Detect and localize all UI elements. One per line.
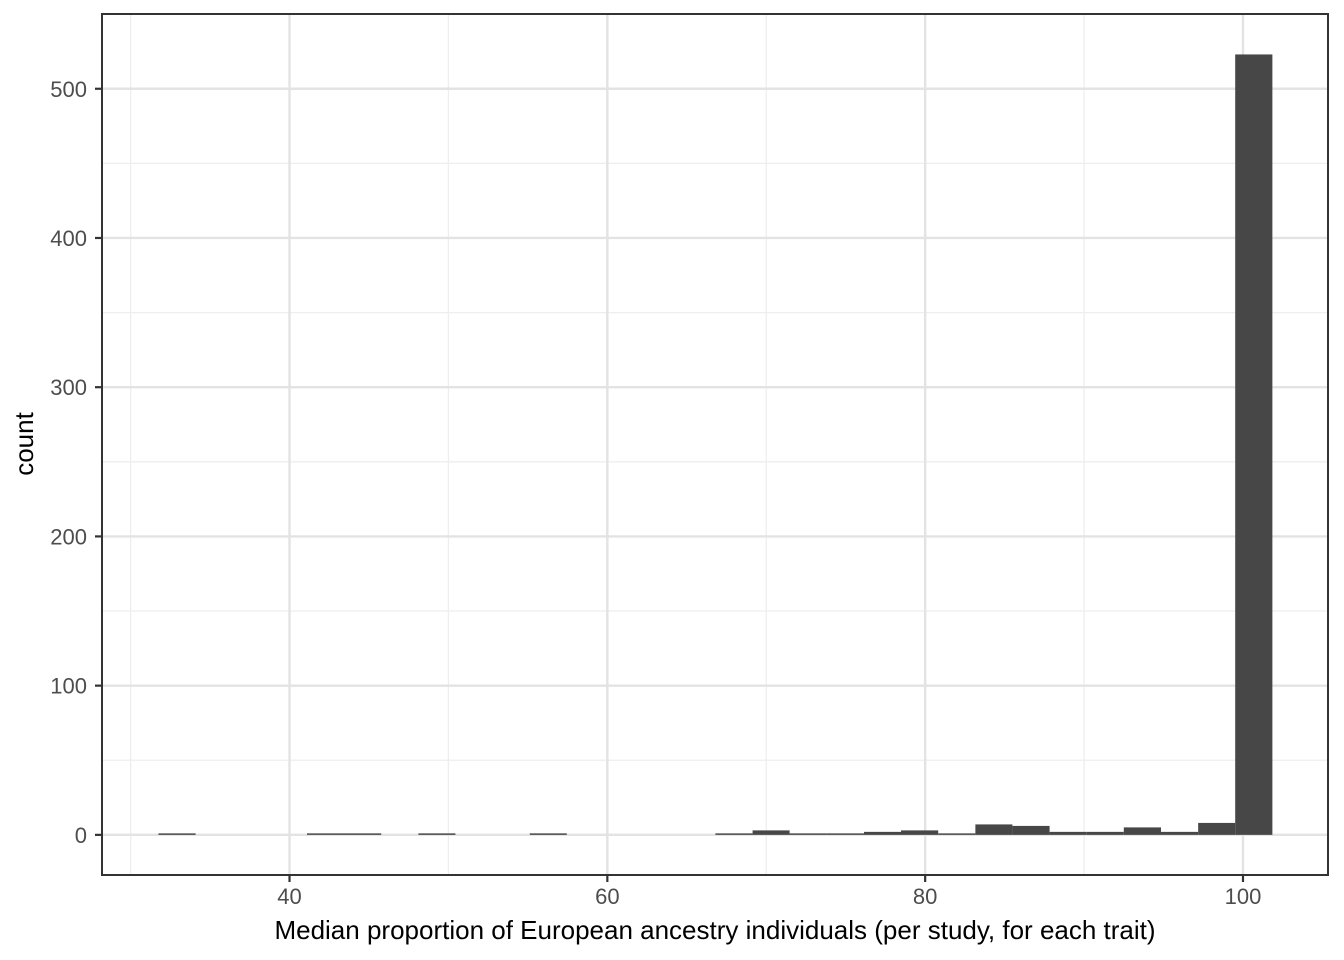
histogram-bar bbox=[752, 830, 790, 835]
y-tick-label: 400 bbox=[50, 226, 87, 251]
axis-ticks bbox=[95, 87, 1245, 882]
x-axis-title: Median proportion of European ancestry i… bbox=[274, 915, 1156, 945]
x-tick-label: 40 bbox=[277, 884, 301, 909]
plot-panel bbox=[102, 14, 1328, 875]
histogram-bar bbox=[306, 833, 345, 835]
y-axis-title: count bbox=[9, 412, 39, 476]
histogram-bar bbox=[418, 833, 456, 835]
histogram-bar bbox=[1160, 831, 1199, 835]
histogram-bar bbox=[901, 830, 939, 835]
histogram-bar bbox=[826, 833, 864, 835]
histogram-bars bbox=[158, 54, 1273, 835]
y-tick-label: 200 bbox=[50, 524, 87, 549]
histogram-bar bbox=[529, 833, 567, 835]
grid-minor bbox=[102, 14, 1328, 875]
histogram-bar bbox=[938, 833, 976, 835]
x-tick-label: 100 bbox=[1225, 884, 1262, 909]
histogram-bar bbox=[863, 831, 902, 835]
panel-border bbox=[101, 13, 1329, 876]
histogram-bar bbox=[789, 833, 827, 835]
histogram-bar bbox=[158, 833, 196, 835]
histogram-bar bbox=[1086, 831, 1124, 835]
histogram-bar bbox=[1049, 831, 1087, 835]
histogram-bar bbox=[1235, 54, 1273, 835]
y-tick-label: 0 bbox=[75, 823, 87, 848]
histogram-bar bbox=[1012, 825, 1050, 835]
x-tick-label: 80 bbox=[913, 884, 937, 909]
histogram-bar bbox=[715, 833, 753, 835]
y-tick-label: 100 bbox=[50, 674, 87, 699]
y-tick-label: 300 bbox=[50, 375, 87, 400]
x-tick-label: 60 bbox=[595, 884, 619, 909]
y-tick-label: 500 bbox=[50, 77, 87, 102]
histogram-bar bbox=[344, 833, 382, 835]
histogram-bar bbox=[1123, 827, 1161, 835]
histogram-bar bbox=[1198, 822, 1236, 835]
histogram-bar bbox=[975, 824, 1013, 835]
